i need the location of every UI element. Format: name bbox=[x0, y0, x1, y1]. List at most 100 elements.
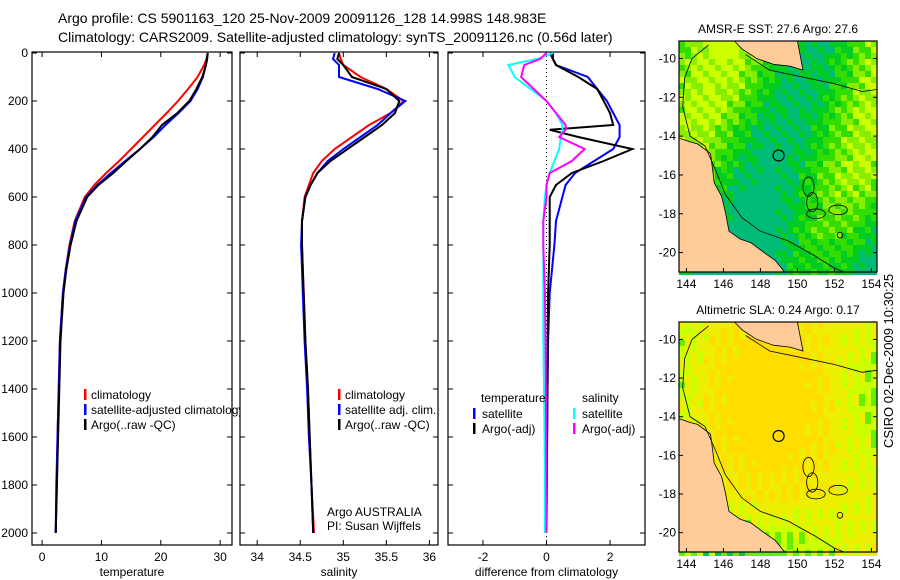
field-cell bbox=[745, 113, 751, 119]
field-cell bbox=[871, 227, 877, 233]
field-cell bbox=[745, 59, 751, 65]
field-cell bbox=[763, 221, 769, 227]
field-cell bbox=[697, 376, 703, 382]
field-cell bbox=[727, 352, 733, 358]
field-cell bbox=[703, 77, 709, 83]
field-cell bbox=[739, 334, 745, 340]
field-cell bbox=[727, 41, 733, 47]
field-cell bbox=[805, 233, 811, 239]
field-cell bbox=[733, 95, 739, 101]
field-cell bbox=[697, 388, 703, 394]
field-cell bbox=[721, 478, 727, 484]
argo-position-marker bbox=[772, 429, 785, 443]
field-cell bbox=[853, 71, 859, 77]
field-cell bbox=[685, 376, 691, 382]
field-cell bbox=[787, 209, 793, 215]
field-cell bbox=[859, 538, 865, 544]
field-cell bbox=[793, 472, 799, 478]
field-cell bbox=[853, 430, 859, 436]
field-cell bbox=[757, 388, 763, 394]
field-cell bbox=[847, 71, 853, 77]
field-cell bbox=[763, 388, 769, 394]
field-cell bbox=[775, 442, 781, 448]
field-cell bbox=[811, 257, 817, 263]
field-cell bbox=[763, 107, 769, 113]
field-cell bbox=[757, 83, 763, 89]
reef-outline bbox=[806, 472, 819, 493]
field-cell bbox=[805, 149, 811, 155]
field-cell bbox=[727, 472, 733, 478]
field-cell bbox=[829, 239, 835, 245]
field-cell bbox=[769, 209, 775, 215]
field-cell bbox=[745, 484, 751, 490]
field-cell bbox=[685, 101, 691, 107]
field-cell bbox=[805, 550, 811, 556]
field-cell bbox=[787, 185, 793, 191]
series-line-salinity-satellite bbox=[506, 52, 564, 533]
field-cell bbox=[805, 203, 811, 209]
field-cell bbox=[745, 388, 751, 394]
lat-tick-label: -16 bbox=[659, 168, 677, 182]
field-cell bbox=[829, 179, 835, 185]
field-cell bbox=[757, 382, 763, 388]
field-cell bbox=[799, 83, 805, 89]
field-cell bbox=[805, 352, 811, 358]
field-cell bbox=[703, 400, 709, 406]
legend-swatch bbox=[473, 408, 476, 419]
field-cell bbox=[829, 400, 835, 406]
field-cell bbox=[799, 430, 805, 436]
field-cell bbox=[691, 388, 697, 394]
field-cell bbox=[763, 514, 769, 520]
field-cell bbox=[835, 185, 841, 191]
field-cell bbox=[847, 502, 853, 508]
land-australia bbox=[678, 137, 786, 273]
field-cell bbox=[763, 77, 769, 83]
legend-swatch bbox=[573, 408, 576, 419]
field-cell bbox=[847, 89, 853, 95]
field-cell bbox=[739, 137, 745, 143]
field-cell bbox=[715, 364, 721, 370]
field-cell bbox=[829, 185, 835, 191]
field-cell bbox=[847, 161, 853, 167]
field-cell bbox=[811, 514, 817, 520]
field-cell bbox=[751, 346, 757, 352]
field-cell bbox=[841, 95, 847, 101]
field-cell bbox=[841, 263, 847, 269]
field-cell bbox=[871, 173, 877, 179]
field-cell bbox=[721, 418, 727, 424]
field-cell bbox=[811, 400, 817, 406]
field-cell bbox=[763, 119, 769, 125]
field-cell bbox=[745, 496, 751, 502]
field-cell bbox=[865, 478, 871, 484]
field-cell bbox=[835, 131, 841, 137]
field-cell bbox=[853, 143, 859, 149]
field-cell bbox=[727, 358, 733, 364]
field-cell bbox=[745, 227, 751, 233]
field-cell bbox=[817, 328, 823, 334]
field-cell bbox=[859, 233, 865, 239]
lon-tick-label: 152 bbox=[824, 557, 844, 571]
field-cell bbox=[691, 65, 697, 71]
field-cell bbox=[751, 191, 757, 197]
field-cell bbox=[697, 382, 703, 388]
field-cell bbox=[871, 352, 877, 358]
field-cell bbox=[697, 364, 703, 370]
field-cell bbox=[799, 227, 805, 233]
field-cell bbox=[829, 532, 835, 538]
field-cell bbox=[769, 125, 775, 131]
field-cell bbox=[871, 185, 877, 191]
field-cell bbox=[871, 209, 877, 215]
field-cell bbox=[847, 65, 853, 71]
field-cell bbox=[835, 143, 841, 149]
field-cell bbox=[709, 125, 715, 131]
field-cell bbox=[691, 47, 697, 53]
field-cell bbox=[787, 263, 793, 269]
field-cell bbox=[793, 257, 799, 263]
field-cell bbox=[859, 65, 865, 71]
field-cell bbox=[865, 227, 871, 233]
field-cell bbox=[865, 41, 871, 47]
field-cell bbox=[727, 221, 733, 227]
field-cell bbox=[697, 113, 703, 119]
field-cell bbox=[733, 167, 739, 173]
